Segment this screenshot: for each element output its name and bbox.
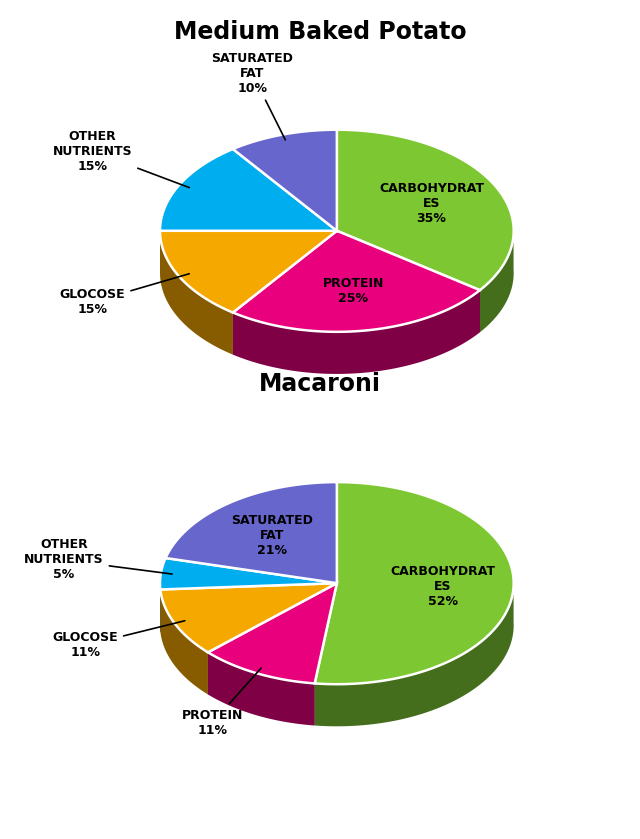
Text: CARBOHYDRAT
ES
52%: CARBOHYDRAT ES 52% [390,565,495,608]
Polygon shape [315,583,337,726]
Text: GLOCOSE
11%: GLOCOSE 11% [52,621,185,659]
Polygon shape [233,231,480,331]
Text: PROTEIN
11%: PROTEIN 11% [182,668,261,737]
Text: OTHER
NUTRIENTS
5%: OTHER NUTRIENTS 5% [24,539,172,581]
Polygon shape [233,130,337,231]
Polygon shape [166,482,337,583]
Text: CARBOHYDRAT
ES
35%: CARBOHYDRAT ES 35% [379,182,484,225]
Text: SATURATED
FAT
10%: SATURATED FAT 10% [211,52,293,140]
Polygon shape [161,583,337,632]
Polygon shape [160,231,337,273]
Text: GLOCOSE
15%: GLOCOSE 15% [60,274,189,315]
Polygon shape [160,558,337,590]
Polygon shape [315,583,337,726]
Polygon shape [233,290,480,374]
Polygon shape [160,231,233,355]
Polygon shape [233,231,337,355]
Polygon shape [337,130,514,290]
Polygon shape [337,231,480,332]
Polygon shape [161,583,337,632]
Polygon shape [160,231,337,312]
Polygon shape [161,583,337,653]
Polygon shape [315,482,514,684]
Text: PROTEIN
25%: PROTEIN 25% [323,277,384,305]
Text: the nutritional consistency of two dinners: the nutritional consistency of two dinne… [8,790,632,816]
Polygon shape [480,227,514,332]
Title: Macaroni: Macaroni [259,373,381,396]
Text: SATURATED
FAT
21%: SATURATED FAT 21% [231,513,313,557]
Polygon shape [208,583,337,695]
Text: OTHER
NUTRIENTS
15%: OTHER NUTRIENTS 15% [53,130,189,188]
Polygon shape [208,653,315,726]
Polygon shape [337,231,480,332]
Polygon shape [208,583,337,684]
Polygon shape [315,580,514,727]
Title: Medium Baked Potato: Medium Baked Potato [173,20,467,44]
Polygon shape [160,231,337,273]
Polygon shape [160,149,337,231]
Polygon shape [208,583,337,695]
Polygon shape [233,231,337,355]
Polygon shape [161,590,208,695]
